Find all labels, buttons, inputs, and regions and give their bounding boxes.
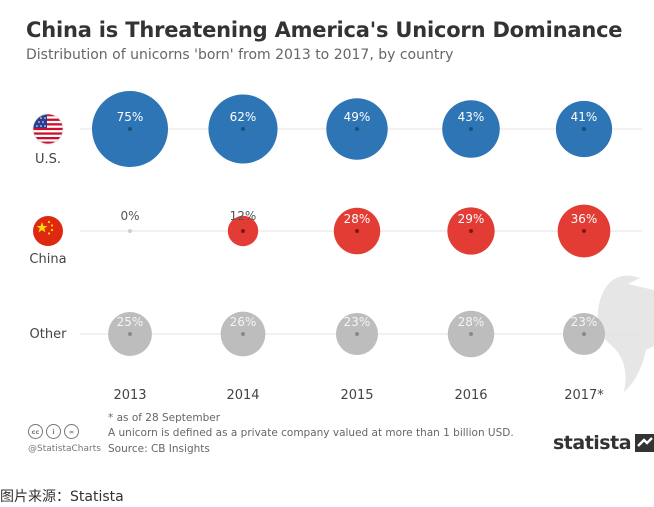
x-tick-label: 2016 <box>454 388 487 403</box>
china-flag-icon <box>33 216 63 246</box>
row-label-china: China <box>29 252 66 267</box>
cc-icon: cc <box>28 424 43 439</box>
image-caption: 图片来源：Statista <box>0 489 124 505</box>
footnote-source: Source: CB Insights <box>108 443 210 455</box>
bubble-center-dot <box>128 127 132 131</box>
bubble-center-dot <box>582 127 586 131</box>
row-label-other: Other <box>30 327 68 342</box>
statista-logo-text: statista <box>553 432 632 454</box>
bubble-center-dot <box>355 229 359 233</box>
license-icons: cc i = <box>28 424 79 439</box>
bubble-center-dot <box>355 332 359 336</box>
value-label: 12% <box>230 209 257 223</box>
bubble-center-dot <box>128 332 132 336</box>
x-tick-label: 2014 <box>226 388 259 403</box>
bubble-center-dot <box>128 229 132 233</box>
nd-icon: = <box>64 424 79 439</box>
bubble-chart: U.S. China Other <box>29 91 654 403</box>
bubble-center-dot <box>469 332 473 336</box>
bubble-center-dot <box>582 332 586 336</box>
bubble-center-dot <box>241 332 245 336</box>
bubble-center-dot <box>469 127 473 131</box>
value-label: 26% <box>230 315 257 329</box>
bubble-center-dot <box>241 127 245 131</box>
x-tick-label: 2015 <box>340 388 373 403</box>
value-label: 62% <box>230 110 257 124</box>
statista-logo-icon <box>635 434 654 452</box>
value-label: 23% <box>571 315 598 329</box>
by-icon: i <box>46 424 61 439</box>
value-label: 0% <box>120 209 139 223</box>
bubble-center-dot <box>355 127 359 131</box>
infographic-card: China is Threatening America's Unicorn D… <box>26 18 654 455</box>
value-label: 43% <box>458 110 485 124</box>
value-label: 28% <box>344 212 371 226</box>
value-label: 36% <box>571 212 598 226</box>
bubble-center-dot <box>469 229 473 233</box>
row-label-us: U.S. <box>35 152 61 167</box>
footnote-asof: * as of 28 September <box>108 412 221 424</box>
value-label: 29% <box>458 212 485 226</box>
us-flag-icon <box>32 113 64 145</box>
x-tick-label: 2013 <box>113 388 146 403</box>
chart-title: China is Threatening America's Unicorn D… <box>26 18 623 42</box>
value-label: 25% <box>117 315 144 329</box>
value-label: 23% <box>344 315 371 329</box>
x-tick-label: 2017* <box>564 388 604 403</box>
statista-brand[interactable]: statista <box>553 432 654 454</box>
bubble-center-dot <box>582 229 586 233</box>
value-label: 28% <box>458 315 485 329</box>
footnote-definition: A unicorn is defined as a private compan… <box>108 427 514 439</box>
value-label: 75% <box>117 110 144 124</box>
value-label: 41% <box>571 110 598 124</box>
bubble-center-dot <box>241 229 245 233</box>
statista-handle: @StatistaCharts <box>28 444 101 454</box>
chart-subtitle: Distribution of unicorns 'born' from 201… <box>26 47 454 63</box>
value-label: 49% <box>344 110 371 124</box>
